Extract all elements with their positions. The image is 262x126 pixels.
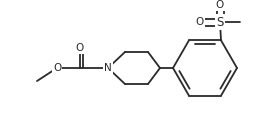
Text: O: O bbox=[216, 0, 224, 10]
Text: N: N bbox=[104, 63, 112, 73]
Text: O: O bbox=[76, 43, 84, 53]
Text: O: O bbox=[196, 17, 204, 27]
Text: O: O bbox=[53, 63, 61, 73]
Text: S: S bbox=[216, 15, 224, 28]
